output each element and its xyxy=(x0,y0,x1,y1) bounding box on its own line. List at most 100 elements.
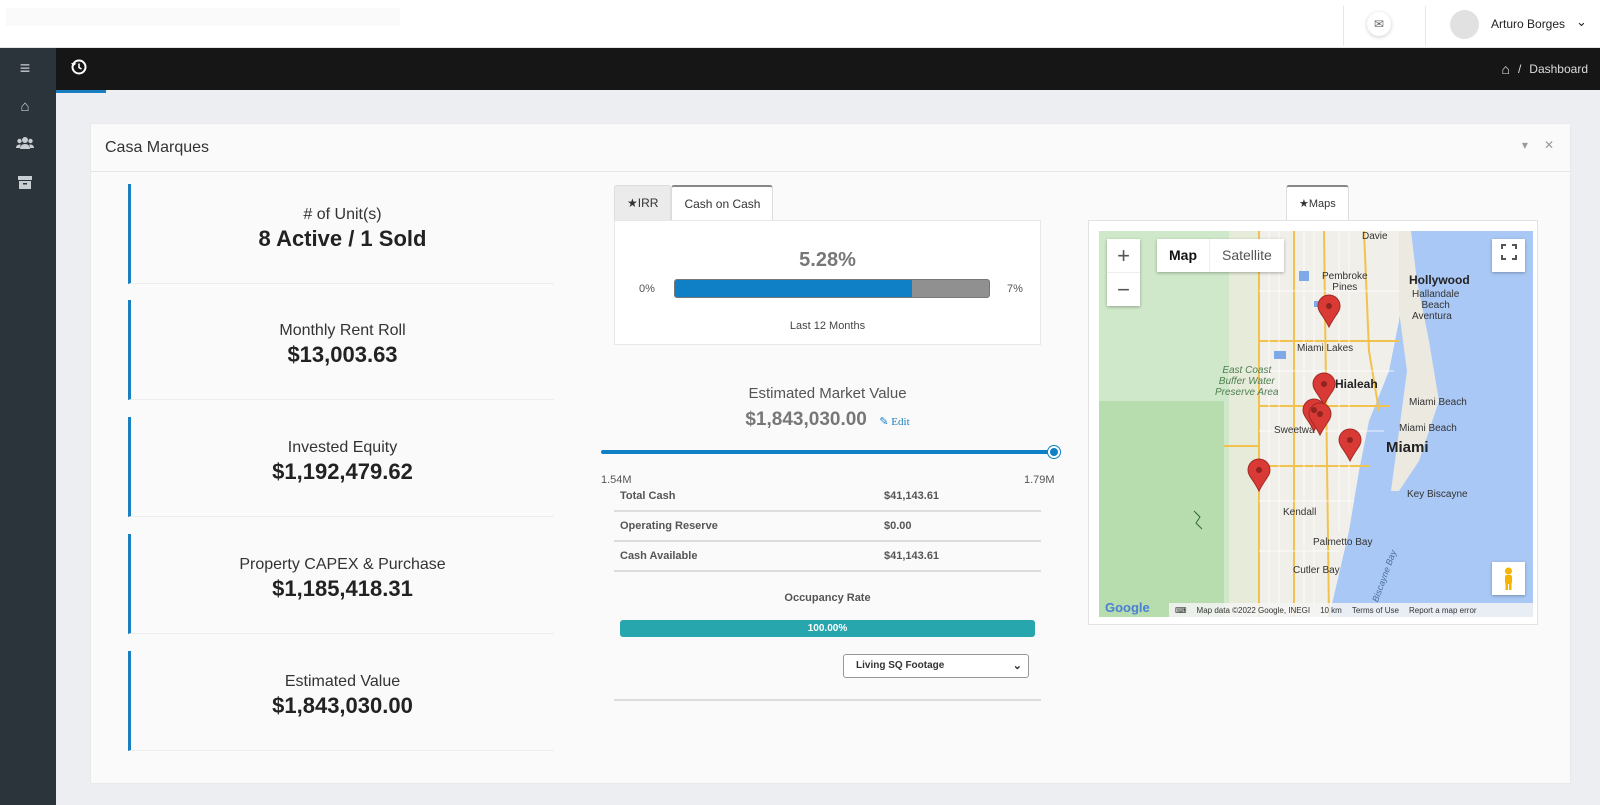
report-error-link[interactable]: Report a map error xyxy=(1408,605,1477,615)
nav-bar: ⌂ / Dashboard xyxy=(56,48,1600,93)
slider-handle[interactable] xyxy=(1048,446,1060,458)
map-label: Hialeah xyxy=(1335,377,1378,391)
stat-value: $1,192,479.62 xyxy=(272,459,413,484)
tab-cash-on-cash[interactable]: Cash on Cash xyxy=(671,185,774,220)
history-icon[interactable] xyxy=(70,58,90,78)
zoom-controls: + − xyxy=(1107,239,1140,306)
zoom-out-button[interactable]: − xyxy=(1107,272,1140,305)
map-label: Palmetto Bay xyxy=(1313,537,1373,548)
stat-card-capex: Property CAPEX & Purchase $1,185,418.31 xyxy=(128,534,554,634)
market-value-slider[interactable] xyxy=(601,446,1060,458)
property-panel: Casa Marques ▾ ✕ # of Unit(s) 8 Active /… xyxy=(90,123,1571,784)
select-value: Living SQ Footage xyxy=(856,660,945,671)
terms-link[interactable]: Terms of Use xyxy=(1351,605,1399,615)
cash-table: Total Cash $41,143.61 Operating Reserve … xyxy=(614,482,1041,572)
close-icon[interactable]: ✕ xyxy=(1543,138,1554,152)
map-label: Miami Lakes xyxy=(1297,343,1354,354)
stat-card-rent-roll: Monthly Rent Roll $13,003.63 xyxy=(128,300,554,400)
metric-tabs: ★IRR Cash on Cash xyxy=(614,185,774,220)
occupancy-progress: 100.00% xyxy=(620,620,1035,637)
keyboard-icon[interactable]: ⌨ xyxy=(1175,605,1187,615)
sqft-select[interactable]: Living SQ Footage ⌄ xyxy=(843,654,1029,678)
table-row: Operating Reserve $0.00 xyxy=(614,512,1041,542)
slider-max: 1.79M xyxy=(1024,474,1055,486)
occupancy-label: Occupancy Rate xyxy=(784,592,871,604)
stat-card-estimated-value: Estimated Value $1,843,030.00 xyxy=(128,651,554,751)
progress-min: 0% xyxy=(639,283,655,295)
occupancy-fill: 100.00% xyxy=(620,620,1035,637)
home-icon[interactable]: ⌂ xyxy=(1501,61,1510,77)
stat-label: Estimated Value xyxy=(284,673,401,690)
map-type-satellite[interactable]: Satellite xyxy=(1222,247,1272,263)
divider xyxy=(1343,6,1344,46)
map-label: Kendall xyxy=(1283,507,1317,518)
slider-min: 1.54M xyxy=(601,474,632,486)
envelope-icon[interactable]: ✉ xyxy=(1367,12,1391,36)
map-type-control: Map Satellite xyxy=(1157,239,1284,272)
row-label: Total Cash xyxy=(620,490,676,502)
tab-maps[interactable]: ★Maps xyxy=(1286,185,1349,221)
map-label: Miami Beach xyxy=(1409,397,1467,408)
stat-value: 8 Active / 1 Sold xyxy=(258,226,427,251)
map-label: Miami Beach xyxy=(1399,423,1457,434)
progress-fill xyxy=(675,280,912,297)
zoom-in-button[interactable]: + xyxy=(1117,243,1130,268)
map-footer: ⌨ Map data ©2022 Google, INEGI 10 km Ter… xyxy=(1169,603,1533,617)
table-row: Total Cash $41,143.61 xyxy=(614,482,1041,512)
home-icon[interactable]: ⌂ xyxy=(20,98,30,115)
row-label: Operating Reserve xyxy=(620,520,718,532)
stat-label: # of Unit(s) xyxy=(303,206,382,223)
map-panel: Davie Pembroke Pines Hollywood Hallandal… xyxy=(1088,220,1538,625)
sidebar: ≡ ⌂ xyxy=(0,48,56,805)
stat-value: $1,843,030.00 xyxy=(272,693,413,718)
archive-icon[interactable] xyxy=(0,176,50,193)
map-label: East Coast Buffer Water Preserve Area xyxy=(1215,365,1279,398)
map-scale[interactable]: 10 km xyxy=(1320,605,1342,615)
active-indicator xyxy=(56,90,106,93)
map[interactable]: Davie Pembroke Pines Hollywood Hallandal… xyxy=(1099,231,1533,617)
map-label: Pembroke Pines xyxy=(1322,271,1368,293)
tab-irr[interactable]: ★IRR xyxy=(614,185,672,220)
stat-value: $13,003.63 xyxy=(287,342,398,367)
map-label: Aventura xyxy=(1412,311,1452,322)
map-type-map[interactable]: Map xyxy=(1157,239,1210,272)
market-value-row: $1,843,030.00 ✎ Edit xyxy=(614,409,1041,431)
row-value: $41,143.61 xyxy=(884,550,940,562)
breadcrumb-current: Dashboard xyxy=(1529,62,1588,76)
row-value: $41,143.61 xyxy=(884,490,940,502)
pegman-icon[interactable] xyxy=(1492,562,1525,595)
map-label: Davie xyxy=(1362,231,1388,242)
map-tiles xyxy=(1099,231,1439,617)
stat-card-invested-equity: Invested Equity $1,192,479.62 xyxy=(128,417,554,517)
divider xyxy=(1425,6,1426,46)
menu-icon[interactable]: ≡ xyxy=(19,58,31,78)
map-label: Miami xyxy=(1386,439,1429,456)
map-label: Hallandale Beach xyxy=(1412,289,1460,311)
map-attribution: Map data ©2022 Google, INEGI xyxy=(1196,605,1311,615)
breadcrumb: ⌂ / Dashboard xyxy=(1501,61,1588,77)
cash-on-cash-panel: 5.28% 0% 7% Last 12 Months xyxy=(614,220,1041,345)
market-value: $1,843,030.00 xyxy=(745,409,867,430)
stat-label: Property CAPEX & Purchase xyxy=(239,556,446,573)
progress-max: 7% xyxy=(1007,283,1023,295)
avatar[interactable] xyxy=(1450,10,1479,39)
users-icon[interactable] xyxy=(0,136,50,154)
breadcrumb-separator: / xyxy=(1517,62,1522,76)
chevron-down-icon: ⌄ xyxy=(1012,660,1022,672)
edit-link[interactable]: ✎ Edit xyxy=(879,416,910,428)
panel-header: Casa Marques ▾ ✕ xyxy=(91,124,1570,172)
stat-label: Invested Equity xyxy=(287,439,398,456)
chevron-down-icon[interactable]: ⌄ xyxy=(1576,14,1587,29)
row-label: Cash Available xyxy=(620,550,698,562)
google-logo[interactable]: Google xyxy=(1105,600,1150,615)
fullscreen-icon[interactable] xyxy=(1492,239,1525,272)
row-value: $0.00 xyxy=(884,520,912,532)
cash-on-cash-progress xyxy=(674,279,990,298)
period-note: Last 12 Months xyxy=(789,320,866,332)
stat-value: $1,185,418.31 xyxy=(272,576,413,601)
stat-card-units: # of Unit(s) 8 Active / 1 Sold xyxy=(128,184,554,284)
market-value-label: Estimated Market Value xyxy=(748,385,907,402)
search-area xyxy=(6,8,400,26)
username[interactable]: Arturo Borges xyxy=(1491,17,1566,31)
collapse-icon[interactable]: ▾ xyxy=(1521,138,1528,152)
